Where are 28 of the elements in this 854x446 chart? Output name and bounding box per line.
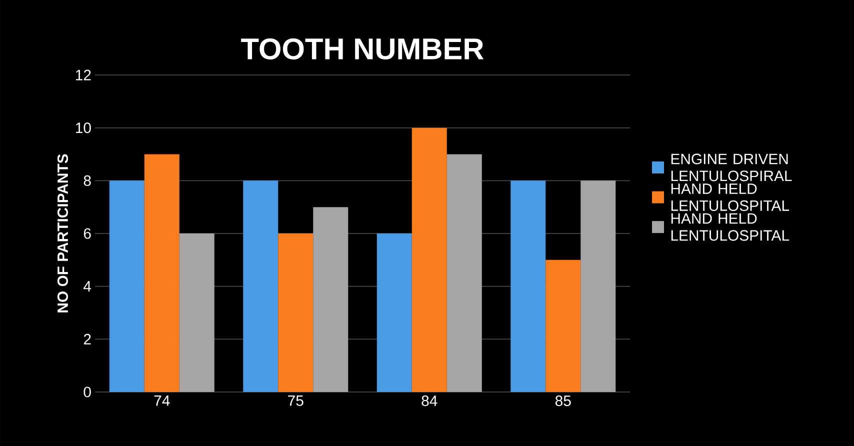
y-axis-title: NO OF PARTICIPANTS (57, 154, 68, 312)
legend-label: HAND HELD LENTULOSPITAL (671, 184, 790, 211)
bar (510, 180, 546, 392)
bar (446, 154, 482, 392)
bar (546, 260, 581, 392)
bar (376, 233, 412, 392)
bar (580, 180, 616, 392)
x-tick-label: 74 (154, 396, 170, 406)
bar (144, 154, 180, 392)
y-tick-label: 4 (84, 281, 92, 292)
bar (243, 180, 278, 392)
bar (313, 207, 348, 392)
x-tick-label: 84 (422, 396, 438, 406)
y-tick-label: 10 (76, 122, 91, 134)
bar (179, 233, 214, 392)
x-tick-label: 85 (555, 396, 571, 406)
y-tick-label: 12 (76, 70, 91, 80)
bar (412, 128, 447, 392)
chart-title: TOOTH NUMBER (241, 38, 484, 60)
legend-label: HAND HELD LENTULOSPITAL (671, 213, 790, 241)
legend-label: ENGINE DRIVEN LENTULOSPIRAL (671, 154, 792, 182)
y-tick-label: 0 (84, 386, 91, 398)
y-tick-label: 2 (84, 334, 91, 344)
y-tick-label: 8 (84, 175, 91, 186)
y-tick-label: 6 (84, 228, 91, 239)
bar (278, 233, 314, 392)
bar (109, 180, 144, 392)
x-tick-label: 75 (288, 396, 304, 406)
